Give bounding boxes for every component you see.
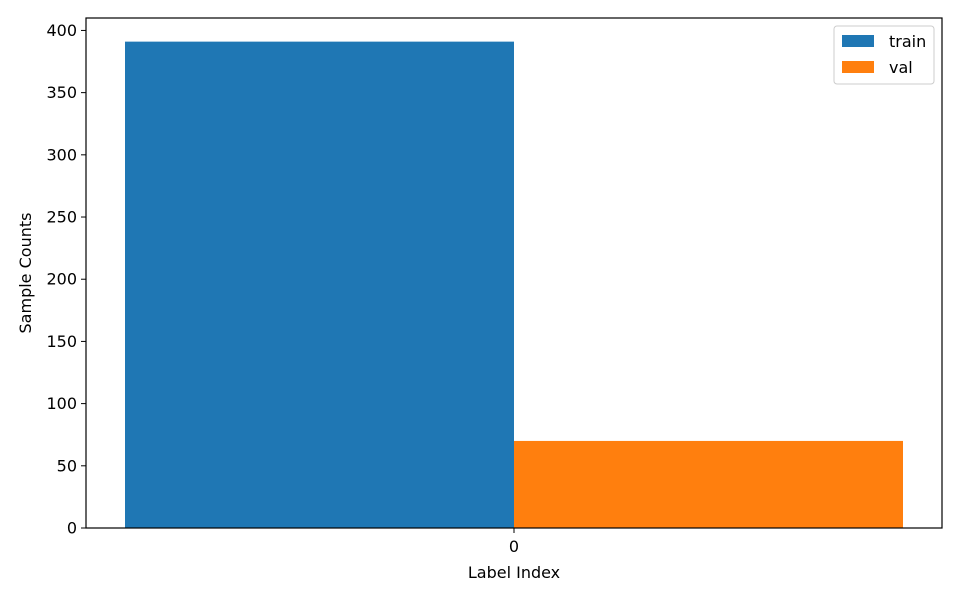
y-tick-label: 350 [46, 83, 77, 102]
y-tick-label: 100 [46, 394, 77, 413]
legend-entries: train val [842, 32, 926, 77]
x-axis: 0 [509, 528, 519, 556]
bars-layer [125, 41, 903, 528]
legend-label-val: val [889, 58, 913, 77]
y-axis: 0 50 100 150 200 250 300 350 400 [46, 21, 86, 538]
bar-train-0 [125, 41, 514, 528]
plot-frame [85, 17, 943, 529]
x-tick-label: 0 [509, 537, 519, 556]
legend: train val [833, 25, 935, 85]
legend-swatch-val [842, 61, 874, 73]
y-tick-label: 150 [46, 332, 77, 351]
x-axis-title: Label Index [468, 563, 560, 582]
y-tick-label: 400 [46, 21, 77, 40]
y-tick-label: 250 [46, 208, 77, 227]
y-tick-label: 50 [57, 456, 77, 475]
y-tick-label: 300 [46, 145, 77, 164]
legend-swatch-train [842, 35, 874, 47]
y-tick-label: 0 [67, 519, 77, 538]
y-tick-label: 200 [46, 270, 77, 289]
y-axis-title: Sample Counts [16, 213, 35, 334]
bar-val-0 [514, 440, 903, 528]
legend-label-train: train [889, 32, 926, 51]
